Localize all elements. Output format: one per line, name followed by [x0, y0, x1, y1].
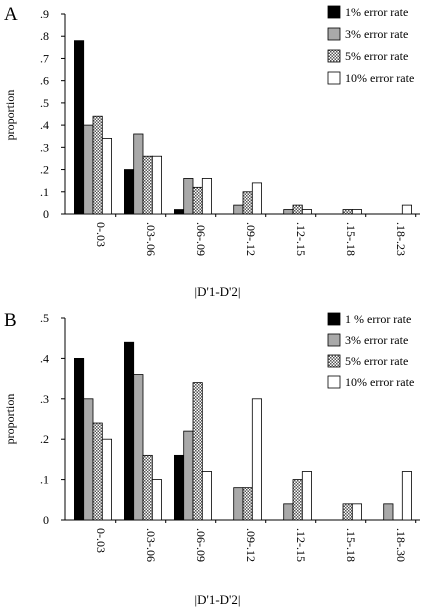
chart-panel-b: B 0 .1 .2 .3 .4 .5 proportion 0-.03 .03-.06 .06-.0…: [3, 310, 420, 607]
x-category-label: .09-.12: [244, 222, 258, 256]
bar-gray: [133, 133, 144, 215]
bar-gray: [233, 204, 244, 215]
panel-letter: A: [4, 4, 18, 25]
bar-white: [351, 209, 362, 215]
y-tick-label: .2: [40, 163, 49, 177]
x-category-label: 0-.03: [94, 528, 108, 553]
bar-white: [401, 204, 412, 215]
x-category-label: .18-.23: [394, 222, 408, 256]
legend-label: 5% error rate: [345, 49, 408, 63]
bar-gray: [283, 209, 294, 215]
legend-label: 1 % error rate: [345, 312, 411, 326]
y-tick-label: .3: [40, 140, 49, 154]
bar-white: [251, 398, 263, 521]
bar-white: [351, 503, 362, 521]
bar-gray: [283, 503, 294, 521]
x-category-label: .18-.30: [394, 528, 408, 562]
bar-hatch: [92, 115, 103, 215]
bar-hatch: [292, 204, 303, 215]
bar-gray: [233, 487, 244, 521]
y-tick-label: .7: [40, 51, 49, 65]
x-axis-label: |D'1-D'2|: [195, 592, 241, 607]
x-category-label: .12-.15: [294, 222, 308, 256]
y-tick-label: .4: [40, 118, 49, 132]
bar-white: [401, 471, 412, 521]
legend-swatch-white: [327, 71, 341, 85]
bar-black: [173, 454, 185, 521]
bar-white: [151, 479, 163, 521]
legend-label: 10% error rate: [345, 375, 414, 389]
legend-label: 10% error rate: [345, 71, 414, 85]
x-category-label: .06-.09: [194, 222, 208, 256]
bar-hatch: [292, 479, 303, 521]
y-tick-label: .5: [40, 311, 49, 325]
y-axis-label: proportion: [3, 90, 17, 141]
x-category-label: .06-.09: [194, 528, 208, 562]
bar-white: [201, 178, 213, 215]
bar-white: [151, 155, 163, 215]
y-tick-label: .5: [40, 96, 49, 110]
bar-hatch: [342, 209, 353, 215]
legend-swatch-gray: [327, 27, 341, 41]
bar-hatch: [242, 487, 253, 521]
bar-gray: [83, 398, 94, 521]
y-tick-label: .6: [40, 74, 49, 88]
x-category-label: .09-.12: [244, 528, 258, 562]
legend-swatch-black: [327, 5, 341, 19]
x-category-label: .15-.18: [344, 222, 358, 256]
bar-hatch: [92, 422, 103, 521]
bar-hatch: [342, 503, 353, 521]
y-axis-label: proportion: [3, 394, 17, 445]
bar-white: [251, 182, 263, 215]
y-tick-label: .8: [40, 29, 49, 43]
bar-black: [124, 169, 135, 215]
legend-swatch-gray: [327, 333, 341, 347]
bar-black: [74, 357, 85, 521]
legend-label: 5% error rate: [345, 354, 408, 368]
panel-letter: B: [4, 310, 17, 331]
bar-white: [301, 471, 312, 521]
bar-hatch: [142, 155, 153, 215]
legend-swatch-black: [327, 312, 341, 326]
bar-hatch: [192, 382, 203, 521]
chart-panel-a: A 0 .1 .2 .3 .4 .5 .6 .7 .8 .9 proportion 0-.03 .03-.…: [3, 4, 420, 299]
bar-hatch: [142, 454, 153, 521]
legend-swatch-hatch: [327, 354, 341, 368]
legend-swatch-white: [327, 375, 341, 389]
bar-white: [101, 138, 113, 215]
y-tick-label: .1: [40, 473, 49, 487]
y-tick-label: .9: [40, 7, 49, 21]
bar-black: [124, 341, 135, 521]
y-tick-label: .2: [40, 432, 49, 446]
y-tick-label: .1: [40, 185, 49, 199]
x-category-label: .03-.06: [144, 528, 158, 562]
bar-white: [301, 209, 312, 215]
bar-gray: [183, 178, 194, 215]
legend-label: 1% error rate: [345, 5, 408, 19]
bar-black: [173, 209, 185, 215]
bar-hatch: [192, 186, 203, 215]
bar-white: [201, 471, 213, 521]
x-category-label: .12-.15: [294, 528, 308, 562]
x-category-label: 0-.03: [94, 222, 108, 247]
y-tick-label: .4: [40, 351, 49, 365]
bar-gray: [183, 430, 194, 521]
x-category-label: .15-.18: [344, 528, 358, 562]
y-tick-label: .3: [40, 392, 49, 406]
legend-label: 3% error rate: [345, 27, 408, 41]
x-category-label: .03-.06: [144, 222, 158, 256]
bar-black: [74, 40, 85, 215]
bar-white: [101, 438, 113, 521]
bar-hatch: [242, 191, 253, 215]
y-tick-label: 0: [43, 207, 49, 221]
y-tick-label: 0: [43, 513, 49, 527]
bar-gray: [133, 374, 144, 521]
legend-label: 3% error rate: [345, 333, 408, 347]
bar-gray: [383, 503, 394, 521]
legend-swatch-hatch: [327, 49, 341, 63]
bar-gray: [83, 124, 94, 215]
x-axis-label: |D'1-D'2|: [195, 284, 241, 299]
